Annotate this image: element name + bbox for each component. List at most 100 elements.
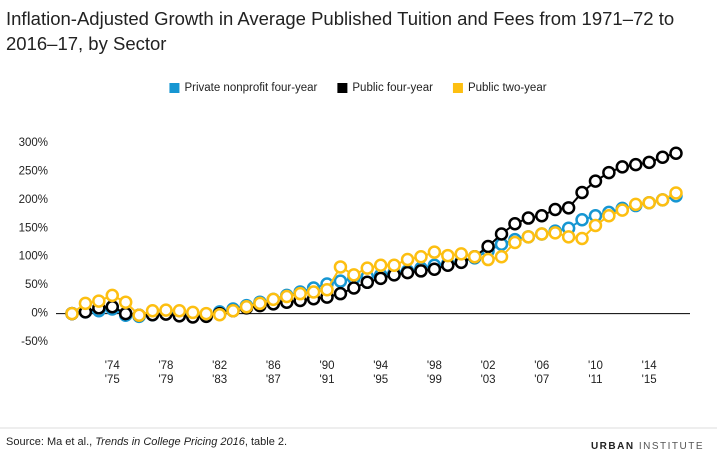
data-point bbox=[280, 289, 294, 304]
data-point bbox=[494, 249, 509, 264]
data-point bbox=[239, 299, 254, 314]
x-tick-label: '91 bbox=[320, 374, 335, 386]
data-point bbox=[266, 292, 281, 307]
data-point bbox=[65, 306, 79, 321]
y-tick-label: 250% bbox=[19, 165, 48, 177]
data-point bbox=[172, 303, 187, 318]
data-point bbox=[105, 299, 120, 314]
data-point bbox=[306, 285, 321, 299]
data-point bbox=[118, 295, 133, 309]
legend-label: Private nonprofit four-year bbox=[184, 82, 317, 94]
data-point bbox=[373, 271, 388, 286]
legend-swatch bbox=[337, 83, 348, 93]
legend-label: Public two-year bbox=[468, 82, 547, 94]
data-point bbox=[655, 193, 670, 207]
data-point bbox=[400, 265, 415, 280]
data-point bbox=[132, 308, 146, 323]
data-point bbox=[253, 296, 267, 311]
x-tick-label: '07 bbox=[534, 374, 549, 386]
data-point bbox=[467, 249, 482, 264]
x-tick-label: '15 bbox=[642, 374, 657, 386]
data-point bbox=[373, 258, 388, 272]
data-point bbox=[561, 230, 576, 244]
series-line bbox=[71, 152, 677, 318]
series-line bbox=[71, 192, 677, 317]
y-tick-label: -50% bbox=[21, 336, 48, 348]
data-point bbox=[105, 288, 120, 303]
data-point bbox=[333, 286, 348, 301]
x-tick-label: '98 bbox=[427, 360, 442, 372]
y-tick-label: 200% bbox=[19, 194, 48, 206]
data-point bbox=[92, 294, 106, 308]
x-tick-label: '83 bbox=[212, 374, 227, 386]
legend-swatch bbox=[169, 83, 180, 93]
data-point bbox=[669, 186, 683, 200]
x-tick-label: '99 bbox=[427, 374, 442, 386]
data-point bbox=[628, 197, 643, 212]
data-point bbox=[521, 230, 536, 244]
x-tick-label: '14 bbox=[642, 360, 658, 372]
data-point bbox=[159, 303, 173, 317]
data-point bbox=[333, 260, 348, 274]
data-point bbox=[575, 231, 589, 246]
data-point bbox=[548, 202, 562, 217]
data-point bbox=[615, 160, 630, 174]
data-point bbox=[293, 286, 307, 301]
data-point bbox=[494, 227, 509, 241]
source-title: Trends in College Pricing 2016 bbox=[95, 436, 245, 448]
data-point bbox=[427, 262, 442, 276]
x-tick-label: '79 bbox=[158, 374, 173, 386]
data-point bbox=[481, 239, 495, 254]
data-point bbox=[186, 305, 200, 320]
data-point bbox=[414, 264, 428, 278]
data-point bbox=[575, 213, 589, 227]
x-tick-label: '74 bbox=[105, 360, 121, 372]
data-point bbox=[575, 185, 589, 200]
x-tick-label: '82 bbox=[212, 360, 227, 372]
brand-bold: URBAN bbox=[591, 441, 635, 452]
source-prefix: Source: Ma et al., bbox=[6, 436, 95, 448]
data-point bbox=[145, 303, 160, 318]
data-point bbox=[441, 248, 455, 263]
data-point bbox=[481, 252, 495, 267]
data-point bbox=[199, 306, 213, 321]
data-point bbox=[347, 281, 361, 295]
data-point bbox=[320, 282, 334, 297]
y-tick-label: 100% bbox=[19, 251, 48, 263]
data-point bbox=[427, 245, 442, 259]
data-point bbox=[642, 155, 656, 170]
data-point bbox=[561, 201, 576, 215]
y-tick-label: 150% bbox=[19, 222, 48, 234]
data-point bbox=[454, 247, 468, 261]
chart-title: Inflation-Adjusted Growth in Average Pub… bbox=[6, 8, 675, 54]
data-point bbox=[508, 235, 522, 250]
legend: Private nonprofit four-year Public four-y… bbox=[169, 82, 547, 94]
x-tick-label: '90 bbox=[320, 360, 335, 372]
data-point bbox=[78, 296, 93, 311]
data-point bbox=[400, 252, 415, 267]
data-point bbox=[360, 261, 375, 275]
x-tick-label: '02 bbox=[481, 360, 496, 372]
data-point bbox=[360, 275, 375, 290]
x-tick-label: '95 bbox=[373, 374, 388, 386]
data-point bbox=[588, 218, 603, 233]
brand: URBAN INSTITUTE bbox=[591, 441, 704, 452]
data-point bbox=[387, 258, 401, 272]
x-tick-label: '94 bbox=[373, 360, 389, 372]
source: Source: Ma et al., Trends in College Pri… bbox=[6, 436, 287, 448]
brand-light: INSTITUTE bbox=[639, 441, 704, 452]
data-point bbox=[347, 268, 361, 282]
data-point bbox=[548, 226, 562, 240]
data-point bbox=[602, 165, 616, 180]
data-point bbox=[333, 274, 348, 288]
x-tick-label: '06 bbox=[534, 360, 549, 372]
x-tick-label: '11 bbox=[588, 374, 602, 386]
x-tick-label: '87 bbox=[266, 374, 281, 386]
data-point bbox=[535, 227, 549, 241]
y-tick-label: 0% bbox=[31, 308, 48, 320]
data-point bbox=[226, 303, 240, 318]
data-point bbox=[212, 307, 227, 322]
x-tick-label: '86 bbox=[266, 360, 281, 372]
data-point bbox=[642, 195, 656, 210]
